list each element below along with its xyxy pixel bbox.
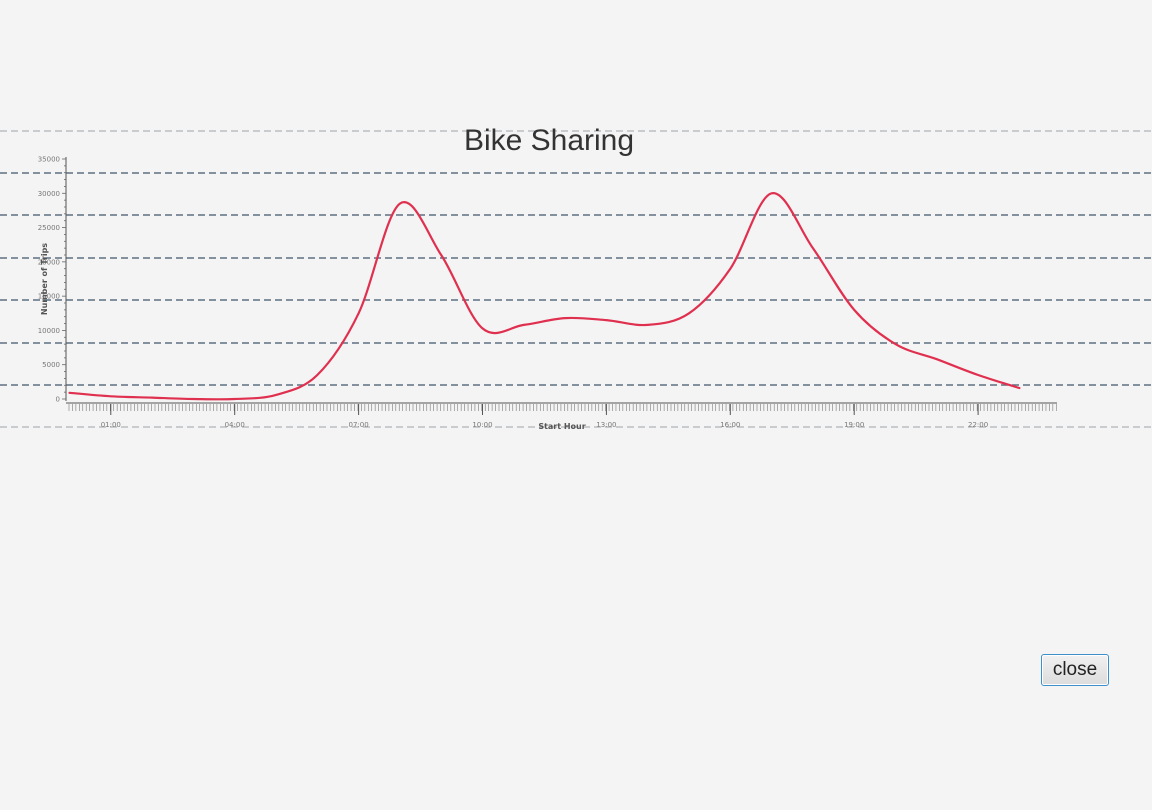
x-tick-label: 22:00 [968,421,988,429]
chart-title: Bike Sharing [463,124,635,157]
y-tick-label: 25000 [38,224,60,232]
dashed-guide-lines [0,130,1152,428]
x-tick-label: 07:00 [349,421,369,429]
x-axis-title: Start Hour [538,422,585,431]
y-tick-label: 15000 [38,293,60,301]
x-tick-label: 10:00 [472,421,492,429]
x-tick-label: 16:00 [720,421,740,429]
y-tick-label: 0 [56,396,60,404]
x-tick-label: 04:00 [225,421,245,429]
y-tick-label: 20000 [38,258,60,266]
y-tick-label: 10000 [38,327,60,335]
y-tick-label: 30000 [38,190,60,198]
close-button[interactable]: close [1041,654,1109,686]
series-layer [68,192,1021,401]
y-tick-label: 5000 [42,361,60,369]
x-tick-label: 19:00 [844,421,864,429]
x-axis: 01:00 04:00 07:00 10:00 13:00 16:00 19:00 22:00 [66,402,1057,429]
y-tick-label: 35000 [38,156,60,164]
x-tick-label: 13:00 [596,421,616,429]
y-axis: 0 5000 10000 15000 20000 25000 30000 35000 [38,156,67,404]
y-axis-title: Number of Trips [40,243,49,315]
x-tick-label: 01:00 [101,421,121,429]
series-line-0 [68,192,1021,401]
